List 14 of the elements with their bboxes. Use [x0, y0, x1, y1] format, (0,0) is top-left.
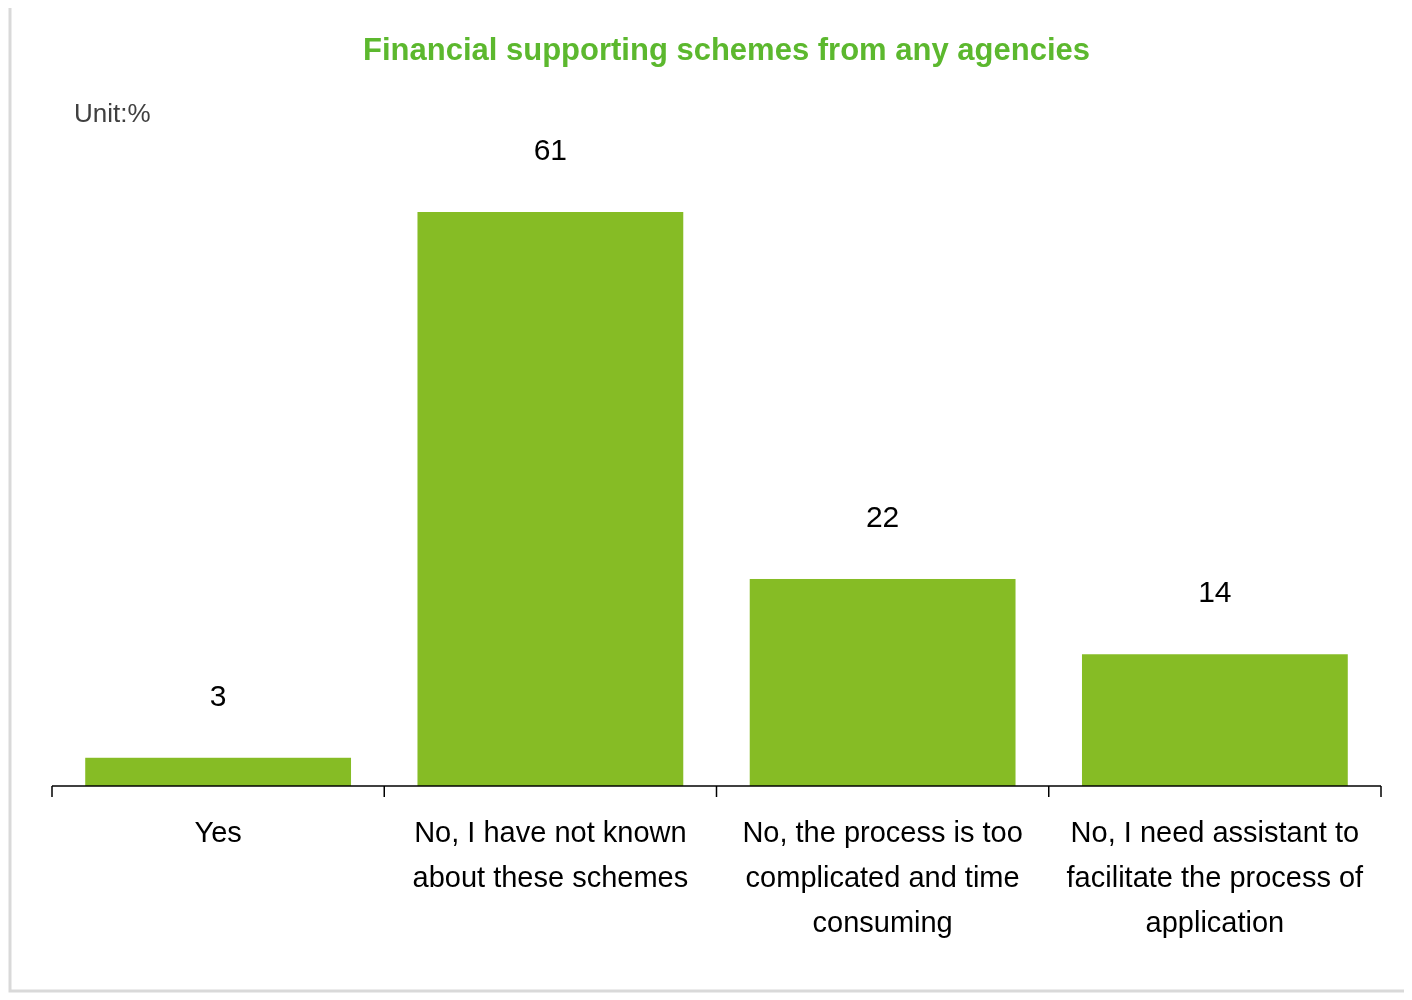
- data-label: 61: [533, 133, 568, 166]
- x-tick-label: No, the process is too complicated and time consuming: [742, 816, 1023, 938]
- bar: [1081, 654, 1348, 786]
- bar: [749, 578, 1016, 786]
- data-label: 3: [209, 678, 227, 712]
- bar: [417, 212, 684, 786]
- x-tick-label: Yes: [194, 816, 242, 848]
- data-label: 22: [865, 499, 900, 533]
- chart-title: Financial supporting schemes from any agencies: [363, 32, 1090, 67]
- x-tick-label: No, I need assistant to facilitate the process of application: [1066, 816, 1365, 938]
- data-label: 14: [1198, 575, 1232, 609]
- x-tick-label: No, I have not known about these schemes: [412, 816, 689, 893]
- bar: [85, 757, 352, 786]
- text: Unit:%: [74, 98, 151, 128]
